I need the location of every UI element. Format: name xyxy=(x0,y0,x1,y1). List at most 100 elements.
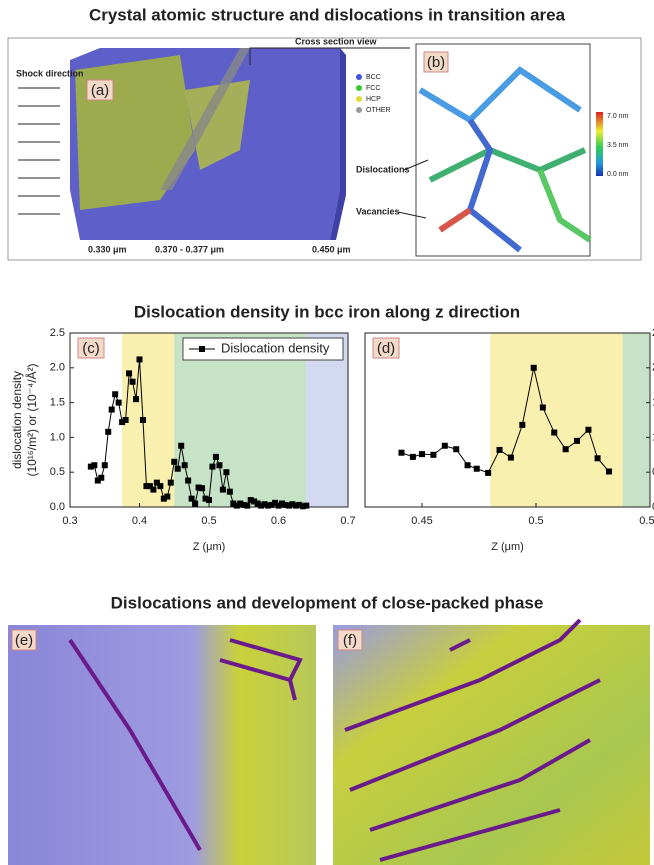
data-point xyxy=(102,462,108,468)
data-point xyxy=(419,451,425,457)
panel-label: (b) xyxy=(427,54,445,71)
phase-region xyxy=(122,333,174,507)
position-label: 0.450 μm xyxy=(312,244,351,254)
data-point xyxy=(199,485,205,491)
annotation: Vacancies xyxy=(356,206,400,216)
data-point xyxy=(508,455,514,461)
data-point xyxy=(519,422,525,428)
data-point xyxy=(126,370,132,376)
data-point xyxy=(410,454,416,460)
cross-section-label: Cross section view xyxy=(295,36,378,46)
panel-f: (f) xyxy=(333,620,650,865)
colorbar-label: 7.0 nm xyxy=(607,113,629,120)
y-tick-label: 1.0 xyxy=(50,431,65,443)
section-title: Dislocation density in bcc iron along z … xyxy=(134,302,520,321)
x-axis-label: Z (μm) xyxy=(491,541,524,553)
data-point xyxy=(227,489,233,495)
legend-label: Dislocation density xyxy=(221,340,330,355)
x-tick-label: 0.3 xyxy=(62,515,77,527)
legend-label: BCC xyxy=(366,74,381,81)
colorbar xyxy=(596,112,603,176)
data-point xyxy=(206,497,212,503)
colorbar-label: 0.0 nm xyxy=(607,171,629,178)
annotation: Dislocations xyxy=(356,164,410,174)
data-point xyxy=(109,407,115,413)
panel-label: (e) xyxy=(15,632,33,649)
data-point xyxy=(182,462,188,468)
data-point xyxy=(133,396,139,402)
data-point xyxy=(209,464,215,470)
data-point xyxy=(606,469,612,475)
data-point xyxy=(116,400,122,406)
data-point xyxy=(130,379,136,385)
data-point xyxy=(223,469,229,475)
y-axis-label: (10¹⁶/m²) or (10⁻⁴/Å²) xyxy=(24,363,39,476)
phase-region xyxy=(623,333,650,507)
panel-label: (c) xyxy=(82,340,100,357)
simulation-image xyxy=(8,625,316,865)
data-point xyxy=(474,466,480,472)
data-point xyxy=(244,503,250,509)
data-point xyxy=(220,487,226,493)
y-tick-label: 2.5 xyxy=(50,327,65,339)
panel-label: (a) xyxy=(91,82,109,99)
x-tick-label: 0.7 xyxy=(340,515,355,527)
data-point xyxy=(453,446,459,452)
data-point xyxy=(150,487,156,493)
data-point xyxy=(585,427,591,433)
legend-label: FCC xyxy=(366,85,380,92)
x-tick-label: 0.45 xyxy=(411,515,432,527)
colorbar-label: 3.5 nm xyxy=(607,142,629,149)
x-axis-label: Z (μm) xyxy=(193,541,226,553)
data-point xyxy=(551,430,557,436)
charts: 0.0 0.5 1.0 1.5 2.0 2.5 0.3 0.4 0.5 0.6 0.7 Z (μm) d… xyxy=(10,327,654,553)
y-tick-label: 0.5 xyxy=(50,466,65,478)
y-tick-label: 2.0 xyxy=(50,362,65,374)
data-point xyxy=(465,462,471,468)
x-tick-label: 0.5 xyxy=(201,515,216,527)
data-point xyxy=(178,443,184,449)
data-point xyxy=(112,391,118,397)
data-point xyxy=(91,462,97,468)
data-point xyxy=(216,462,222,468)
data-point xyxy=(157,483,163,489)
legend-marker xyxy=(199,346,205,352)
data-point xyxy=(192,501,198,507)
panel-e: (e) xyxy=(8,625,316,865)
data-point xyxy=(531,365,537,371)
data-point xyxy=(185,478,191,484)
data-point xyxy=(563,446,569,452)
data-point xyxy=(105,429,111,435)
data-point xyxy=(164,494,170,500)
y-tick-label: 1.5 xyxy=(50,397,65,409)
data-point xyxy=(303,503,309,509)
data-point xyxy=(175,466,181,472)
data-point xyxy=(140,417,146,423)
data-point xyxy=(497,447,503,453)
data-point xyxy=(98,475,104,481)
data-point xyxy=(171,459,177,465)
panel-label: (f) xyxy=(343,632,357,649)
x-tick-label: 0.5 xyxy=(528,515,543,527)
panel-label: (d) xyxy=(377,340,395,357)
legend-label: OTHER xyxy=(366,107,391,114)
y-axis-label: dislocation density xyxy=(10,371,24,469)
x-tick-label: 0.6 xyxy=(271,515,286,527)
y-tick-label: 0.0 xyxy=(50,501,65,513)
position-label: 0.370 - 0.377 μm xyxy=(155,244,224,254)
data-point xyxy=(398,450,404,456)
section-title: Dislocations and development of close-pa… xyxy=(111,593,544,612)
data-point xyxy=(123,417,129,423)
data-point xyxy=(540,404,546,410)
data-point xyxy=(213,454,219,460)
position-label: 0.330 μm xyxy=(88,244,127,254)
data-point xyxy=(485,470,491,476)
section-title: Crystal atomic structure and dislocation… xyxy=(89,5,566,24)
x-tick-label: 0.4 xyxy=(132,515,147,527)
figure: Crystal atomic structure and dislocation… xyxy=(0,0,654,865)
data-point xyxy=(574,438,580,444)
shock-label: Shock direction xyxy=(16,68,84,78)
data-point xyxy=(595,455,601,461)
data-point xyxy=(137,356,143,362)
data-point xyxy=(442,443,448,449)
